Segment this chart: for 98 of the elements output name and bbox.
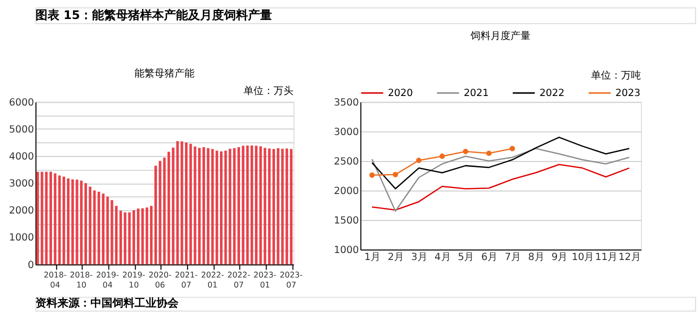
- point: [439, 154, 445, 159]
- y-tick-label: 3000: [334, 126, 359, 138]
- legend-label: 2023: [615, 88, 640, 99]
- text: 图表 15：能繁母猪样本产能及月度饲料产量: [35, 8, 272, 22]
- x-tick-label: 2023-07: [280, 270, 303, 290]
- bar: [102, 194, 104, 264]
- x-tick-label: 2018-04: [44, 270, 67, 290]
- chart-title: 能繁母猪产能: [134, 67, 194, 80]
- y-tick-label: 4000: [8, 151, 34, 162]
- line-series: [371, 148, 630, 212]
- y-tick-label: 0: [28, 260, 34, 271]
- x-tick-label: 2022-01: [201, 270, 224, 290]
- y-axis-title: 单位：万头: [243, 85, 294, 98]
- x-tick-label: 4月: [434, 252, 451, 263]
- x-tick-label: 2月: [388, 252, 404, 263]
- bar: [246, 145, 249, 264]
- x-tick-label: 8月: [528, 252, 544, 263]
- bar: [176, 141, 179, 264]
- bar: [124, 212, 126, 264]
- y-tick-label: 3500: [334, 97, 359, 108]
- bar: [128, 212, 131, 264]
- text: 资料来源：中国饲料工业协会: [35, 296, 180, 310]
- x-tick-label: 10月: [572, 252, 594, 263]
- bar: [119, 210, 122, 264]
- bar: [211, 148, 214, 264]
- bar: [220, 151, 223, 264]
- bar: [150, 206, 153, 264]
- bar: [184, 142, 188, 264]
- x-tick-label: 11月: [595, 252, 618, 263]
- bar: [264, 148, 266, 264]
- bar: [180, 141, 184, 264]
- bar: [146, 207, 148, 264]
- bar: [158, 160, 162, 264]
- x-tick-label: 2023-01: [254, 270, 277, 290]
- point: [510, 146, 516, 152]
- point: [392, 172, 398, 178]
- bar: [106, 196, 109, 264]
- y-tick-label: 3000: [8, 178, 34, 190]
- y-tick-label: 1500: [334, 215, 359, 226]
- bar: [281, 148, 284, 264]
- x-tick-label: 12月: [618, 252, 641, 263]
- bar: [110, 200, 114, 264]
- x-tick-label: 2021-07: [174, 270, 198, 290]
- x-tick-label: 2019-04: [96, 270, 120, 290]
- x-tick-label: 2020-06: [148, 270, 172, 290]
- bar: [290, 148, 292, 264]
- y-tick-label: 6000: [8, 97, 34, 108]
- x-tick-label: 5月: [458, 252, 474, 263]
- bar: [84, 183, 87, 264]
- y-tick-label: 2500: [334, 156, 359, 168]
- bar: [141, 208, 144, 264]
- x-tick-label: 2022-07: [227, 270, 250, 290]
- x-tick-label: 3月: [411, 252, 428, 263]
- bar: [49, 172, 52, 264]
- y-axis-title: 单位：万吨: [590, 69, 641, 82]
- chart-title: 饲料月度产量: [470, 30, 531, 42]
- bar: [194, 146, 196, 264]
- bar: [154, 166, 157, 264]
- bar: [66, 178, 70, 264]
- point: [416, 158, 422, 164]
- x-tick-label: 6月: [481, 252, 498, 263]
- y-tick-label: 2000: [8, 206, 34, 217]
- bar: [254, 146, 258, 264]
- y-tick-label: 1000: [8, 232, 34, 244]
- bar: [276, 148, 280, 264]
- bar: [228, 148, 232, 264]
- bar: [98, 192, 100, 264]
- x-tick-label: 7月: [504, 252, 521, 263]
- y-tick-label: 1000: [334, 245, 359, 256]
- y-tick-label: 5000: [8, 124, 34, 136]
- line-series: [371, 164, 630, 211]
- legend-label: 2022: [540, 88, 565, 99]
- bar: [172, 148, 174, 264]
- point: [369, 172, 375, 178]
- bar: [58, 176, 61, 264]
- bar: [136, 208, 140, 264]
- bar: [115, 206, 118, 264]
- y-tick-label: 2000: [334, 186, 359, 197]
- bar: [163, 158, 166, 264]
- bar: [132, 210, 136, 264]
- x-tick-label: 2018-10: [70, 270, 93, 290]
- bar: [76, 180, 78, 264]
- bar: [202, 147, 206, 264]
- x-tick-label: 2019-10: [122, 270, 146, 290]
- bar: [286, 148, 288, 264]
- x-tick-label: 9月: [551, 252, 568, 263]
- bar: [168, 152, 170, 264]
- x-tick-label: 1月: [364, 252, 381, 263]
- bar: [93, 190, 96, 264]
- bar: [272, 148, 275, 264]
- bar: [237, 147, 240, 264]
- line-series: [371, 136, 630, 190]
- legend-label: 2021: [464, 88, 489, 99]
- point: [462, 148, 468, 154]
- bar: [40, 172, 44, 264]
- point: [486, 150, 492, 156]
- legend-label: 2020: [388, 88, 413, 99]
- bar: [88, 186, 92, 264]
